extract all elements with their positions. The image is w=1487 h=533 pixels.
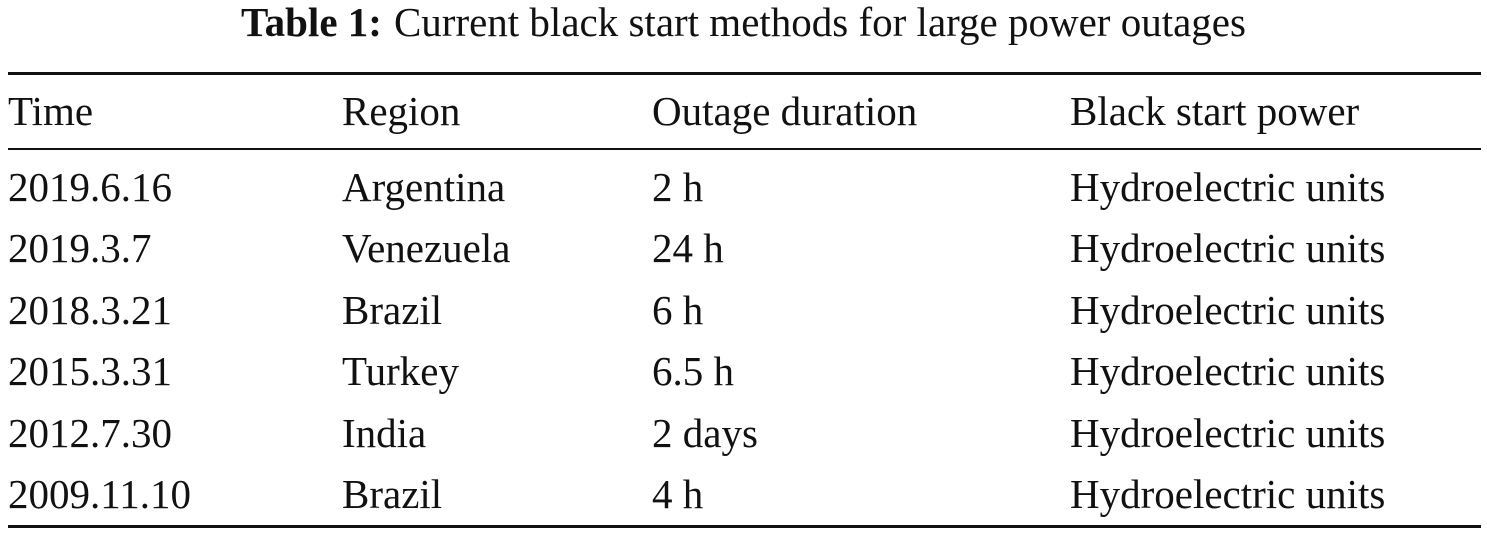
table-cell: India xyxy=(342,409,427,456)
table-cell: 2 h xyxy=(652,164,704,210)
table-cell: Turkey xyxy=(342,348,459,395)
table-cell: Hydroelectric units xyxy=(1070,225,1386,272)
header-cell: Outage duration xyxy=(652,88,918,134)
table-caption: Table 1: Current black start methods for … xyxy=(0,0,1487,44)
table-cell: Hydroelectric units xyxy=(1070,348,1386,395)
table-cell: Brazil xyxy=(342,286,443,333)
top-rule xyxy=(8,72,1481,75)
table-cell: 6.5 h xyxy=(652,348,734,395)
table-cell: 2015.3.31 xyxy=(8,348,172,395)
table-cell: Venezuela xyxy=(342,225,511,272)
table-cell: 2012.7.30 xyxy=(8,409,172,456)
header-cell: Time xyxy=(8,88,94,134)
table-cell: Hydroelectric units xyxy=(1070,164,1386,210)
table-cell: 2018.3.21 xyxy=(8,286,172,333)
table-cell: Argentina xyxy=(342,164,506,210)
header-cell: Region xyxy=(342,88,461,134)
table-cell: 2009.11.10 xyxy=(8,471,191,517)
caption-label: Table 1: xyxy=(241,0,382,45)
table-cell: Hydroelectric units xyxy=(1070,471,1386,517)
caption-text: Current black start methods for large po… xyxy=(393,0,1246,45)
table-cell: Brazil xyxy=(342,471,443,517)
table-cell: 2019.6.16 xyxy=(8,164,172,210)
header-rule xyxy=(8,148,1481,150)
table-cell: 4 h xyxy=(652,471,704,517)
bottom-rule xyxy=(8,525,1481,528)
table-cell: 2019.3.7 xyxy=(8,225,152,272)
header-cell: Black start power xyxy=(1070,88,1360,134)
table-cell: Hydroelectric units xyxy=(1070,409,1386,456)
table-cell: Hydroelectric units xyxy=(1070,286,1386,333)
table-cell: 6 h xyxy=(652,286,704,333)
table-cell: 24 h xyxy=(652,225,724,272)
table-cell: 2 days xyxy=(652,409,758,456)
